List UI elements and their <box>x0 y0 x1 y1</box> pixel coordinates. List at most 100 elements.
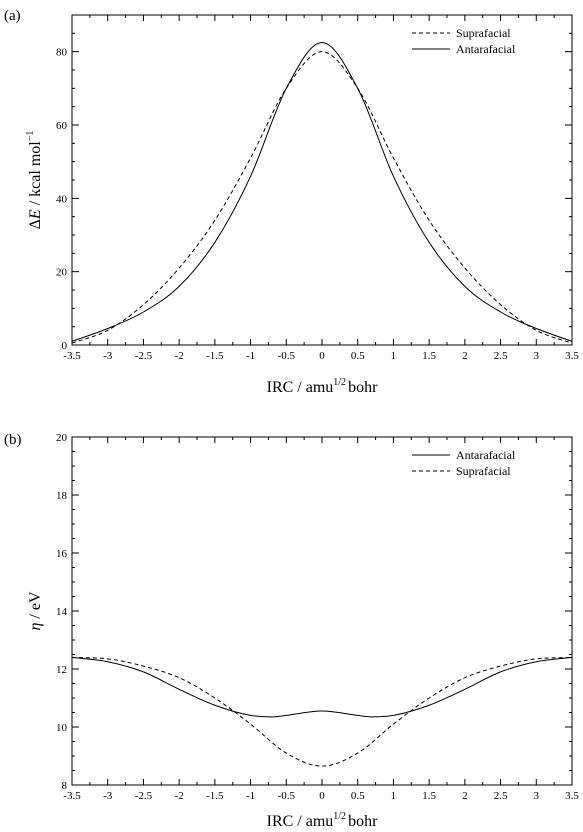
panel-b-x-tick-label: 0.5 <box>351 790 365 802</box>
panel-b-x-tick-label: 2 <box>462 790 468 802</box>
panel-b-y-axis-title: η / eV <box>27 591 44 630</box>
panel-b-x-tick-label: -0.5 <box>278 790 296 802</box>
panel-b-x-tick-label: 3 <box>534 790 540 802</box>
panel-a-y-tick-label: 40 <box>56 193 68 205</box>
panel-a-x-tick-neg1: -1 <box>246 15 255 362</box>
panel-b-x-tick-3: 3 <box>534 437 540 802</box>
panel-a-x-tick-label: 0.5 <box>351 350 365 362</box>
panel-a-x-tick-0: 0 <box>319 15 325 362</box>
panel-a-x-tick-1: 1 <box>391 15 397 362</box>
panel-b-y-tick-label: 16 <box>56 548 68 560</box>
panel-a-y-ticks: 0 20 40 60 80 <box>56 32 572 352</box>
panel-b-y-tick-18: 18 <box>56 490 572 502</box>
panel-b-x-title-sup: 1/2 <box>333 811 346 822</box>
panel-b-x-tick-2: 2 <box>462 437 468 802</box>
panel-b-y-title-unit: eV <box>27 591 44 610</box>
panel-a-y-axis-title: ΔE / kcal mol−1 <box>25 131 44 230</box>
panel-b-legend-entry-suprafacial: Suprafacial <box>412 464 511 478</box>
panel-a-x-tick-label: -0.5 <box>278 350 296 362</box>
panel-b-y-tick-label: 18 <box>56 490 68 502</box>
panel-a-series <box>72 41 572 344</box>
panel-b-x-tick-0p5: 0.5 <box>351 437 365 802</box>
panel-a-x-tick-label: 3.5 <box>565 350 579 362</box>
panel-b-x-tick-2p5: 2.5 <box>494 437 508 802</box>
panel-b-x-tick-label: 1 <box>391 790 397 802</box>
panel-b-plot-frame <box>71 436 573 786</box>
panel-a-series-line-suprafacial <box>72 51 572 344</box>
panel-a-x-tick-label: 3 <box>534 350 540 362</box>
panel-a-x-ticks: -3.5 -3 -2.5 -2 -1.5 -1 -0.5 0 0.5 1 1.5 2 2.5 3 3.5 <box>63 15 579 362</box>
panel-a-legend-entry-suprafacial: Suprafacial <box>412 26 511 40</box>
panel-a-y-tick-20: 20 <box>56 267 572 279</box>
panel-b-y-tick-14: 14 <box>56 606 572 618</box>
panel-a-x-tick-neg2p5: -2.5 <box>135 15 153 362</box>
panel-a-x-tick-label: 1.5 <box>422 350 436 362</box>
panel-b-x-ticks: -3.5 -3 -2.5 -2 -1.5 -1 -0.5 0 0.5 1 1.5 2 2.5 3 3.5 <box>63 437 579 802</box>
panel-a-y-tick-label: 20 <box>56 267 68 279</box>
panel-b-x-title-unit-post: bohr <box>348 813 378 830</box>
panel-b-x-tick-1: 1 <box>391 437 397 802</box>
panel-b-legend: Antarafacial Suprafacial <box>412 448 516 478</box>
panel-b-y-tick-label: 12 <box>56 664 67 676</box>
panel-b-legend-entry-antarafacial: Antarafacial <box>412 448 516 462</box>
panel-a-label: (a) <box>4 8 21 24</box>
panel-a-x-tick-label: -1 <box>246 350 255 362</box>
panel-b-x-tick-3p5: 3.5 <box>565 437 579 802</box>
panel-b-x-tick-label: 1.5 <box>422 790 436 802</box>
panel-a-y-title-sup: −1 <box>25 131 36 142</box>
panel-b-x-tick-neg3: -3 <box>103 437 113 802</box>
panel-b-y-tick-label: 20 <box>56 432 68 444</box>
panel-b-x-title-unit: amu <box>306 813 334 830</box>
panel-b-y-tick-8: 8 <box>62 780 572 792</box>
panel-a-x-tick-label: -3.5 <box>63 350 81 362</box>
panel-b-x-tick-label: 3.5 <box>565 790 579 802</box>
panel-a-x-tick-neg3: -3 <box>103 15 113 362</box>
panel-a-y-tick-label: 80 <box>56 47 68 59</box>
panel-a-y-tick-label: 60 <box>56 120 68 132</box>
panel-a-x-tick-0p5: 0.5 <box>351 15 365 362</box>
panel-b-y-tick-16: 16 <box>56 548 572 560</box>
panel-b-x-tick-neg2p5: -2.5 <box>135 437 153 802</box>
panel-b-x-tick-label: -2 <box>175 790 184 802</box>
panel-a-x-tick-label: 2.5 <box>494 350 508 362</box>
panel-b-x-tick-neg2: -2 <box>175 437 184 802</box>
panel-a-y-title-slash: / <box>27 197 44 209</box>
panel-b-x-tick-label: 0 <box>319 790 325 802</box>
panel-a-x-tick-label: 2 <box>462 350 468 362</box>
panel-a-x-title-unit-post: bohr <box>348 379 378 396</box>
panel-a-y-title-unit: kcal mol <box>27 141 44 197</box>
panel-a-x-title-slash: / <box>293 379 305 396</box>
panel-b-y-tick-label: 14 <box>56 606 68 618</box>
panel-a-x-tick-neg1p5: -1.5 <box>206 15 224 362</box>
panel-a-x-tick-label: -1.5 <box>206 350 224 362</box>
panel-b-x-tick-1p5: 1.5 <box>422 437 437 802</box>
panel-a-y-tick-80: 80 <box>56 47 572 59</box>
panel-a-series-line-antarafacial <box>72 41 572 342</box>
panel-b-x-tick-neg3p5: -3.5 <box>63 437 81 802</box>
panel-b-series-line-suprafacial <box>72 656 572 767</box>
panel-a-x-tick-label: -2.5 <box>135 350 153 362</box>
panel-a-x-tick-label: -3 <box>103 350 113 362</box>
panel-b-y-title-slash: / <box>27 610 44 622</box>
panel-b-x-tick-label: -2.5 <box>135 790 153 802</box>
panel-a-y-tick-0: 0 <box>62 340 572 352</box>
panel-a-x-title-unit: amu <box>306 379 334 396</box>
panel-a-legend-label: Suprafacial <box>456 26 511 40</box>
panel-b-x-title-main: IRC <box>267 813 294 830</box>
panel-a-y-tick-40: 40 <box>56 193 572 205</box>
panel-a: (a) -3.5 -3 -2.5 -2 -1.5 -1 -0.5 0 0.5 1 1.5 2 2.5 3 3… <box>4 8 579 396</box>
panel-a-y-title-e: E <box>27 209 44 220</box>
panel-a-x-axis-title: IRC / amu1/2 bohr <box>267 377 378 396</box>
panel-b-y-tick-12: 12 <box>56 664 572 676</box>
panel-a-x-title-sup: 1/2 <box>333 377 346 388</box>
panel-b-x-tick-label: -3 <box>103 790 113 802</box>
panel-a-y-tick-label: 0 <box>62 340 68 352</box>
panel-a-x-tick-label: -2 <box>175 350 184 362</box>
panel-a-x-tick-neg0p5: -0.5 <box>278 15 296 362</box>
panel-b-y-tick-label: 10 <box>56 722 68 734</box>
panel-b-y-tick-20: 20 <box>56 432 572 444</box>
panel-a-x-tick-label: 1 <box>391 350 397 362</box>
panel-b-x-tick-neg0p5: -0.5 <box>278 437 296 802</box>
panel-b-x-tick-neg1p5: -1.5 <box>206 437 224 802</box>
